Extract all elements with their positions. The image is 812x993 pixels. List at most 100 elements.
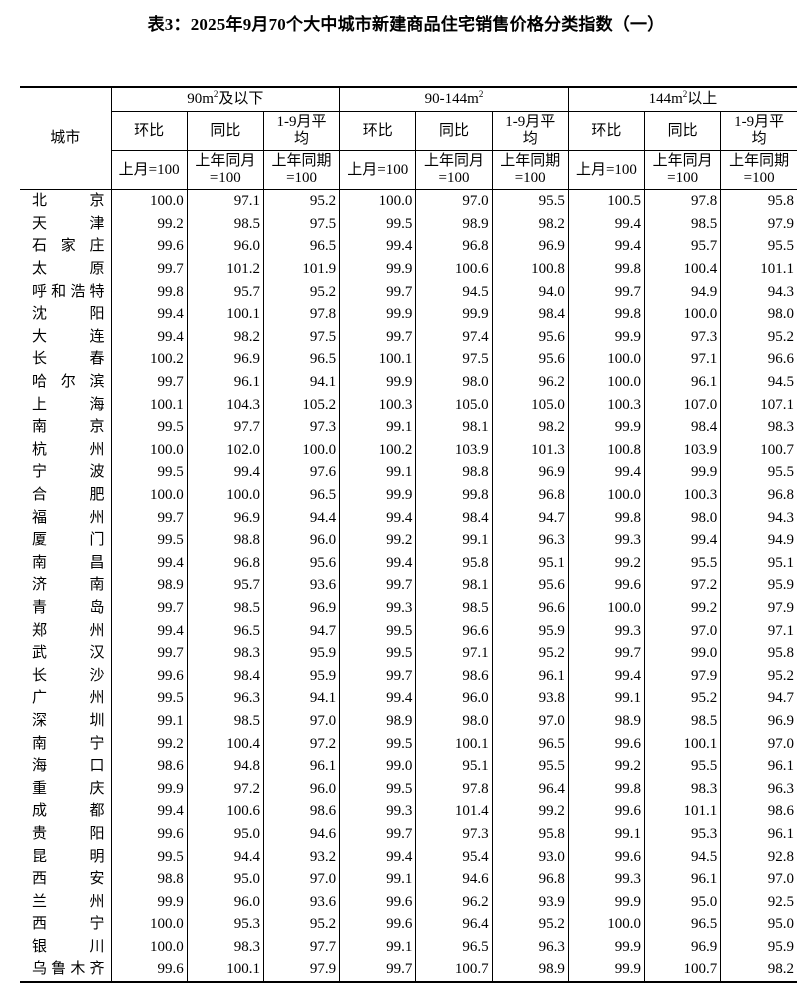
index-value: 97.0: [720, 732, 797, 755]
index-value: 96.1: [644, 867, 721, 891]
index-value: 99.4: [339, 551, 416, 575]
index-value: 98.6: [415, 664, 493, 688]
index-value: 96.8: [491, 867, 569, 891]
index-value: 97.1: [720, 619, 797, 642]
index-value: 95.1: [415, 754, 493, 778]
index-value: 96.0: [186, 890, 264, 913]
index-value: 94.4: [262, 506, 340, 529]
index-value: 99.9: [415, 302, 493, 326]
index-value: 97.2: [262, 732, 340, 755]
index-value: 99.5: [110, 415, 188, 439]
index-value: 95.7: [186, 574, 264, 597]
index-value: 99.7: [567, 280, 645, 303]
index-value: 97.0: [644, 619, 721, 642]
index-value: 100.0: [339, 189, 416, 213]
index-value: 96.2: [491, 370, 569, 394]
index-value: 99.8: [567, 506, 645, 529]
index-value: 100.6: [186, 800, 264, 823]
index-value: 99.7: [567, 641, 645, 665]
index-value: 94.7: [262, 619, 340, 642]
index-value: 107.1: [720, 393, 797, 416]
table-header: 城市 90m2及以下 90-144m2 144m2以上 环比 同比 1-9月平均 环比 同比…: [20, 86, 797, 190]
index-value: 98.3: [186, 935, 264, 959]
index-value: 99.3: [567, 867, 645, 891]
index-value: 98.5: [186, 596, 264, 620]
group-label: 144m: [648, 91, 683, 107]
header-sub-label: 同比: [644, 111, 722, 151]
index-value: 95.4: [415, 845, 493, 868]
index-value: 95.0: [186, 822, 264, 846]
index-value: 99.9: [567, 890, 645, 913]
index-value: 98.9: [415, 212, 493, 236]
index-value: 100.0: [110, 935, 188, 959]
city-name: 贵阳: [32, 825, 105, 842]
index-value: 100.0: [567, 913, 645, 936]
header-unit-label: 上年同期=100: [262, 150, 341, 190]
index-value: 99.9: [567, 325, 645, 349]
index-value: 96.1: [644, 370, 721, 394]
index-value: 95.5: [644, 754, 721, 778]
index-value: 99.7: [110, 506, 188, 529]
index-value: 99.7: [110, 370, 188, 394]
city-name: 哈尔滨: [32, 374, 105, 391]
index-value: 98.2: [186, 325, 264, 349]
index-value: 99.7: [339, 958, 416, 983]
index-value: 92.8: [720, 845, 797, 868]
index-value: 99.1: [567, 687, 645, 710]
index-value: 99.5: [339, 732, 416, 755]
table-row: 青岛 99.7 98.5 96.9 99.3 98.5 96.6 100.0 99.2 97.9: [20, 596, 797, 620]
index-value: 99.5: [339, 777, 416, 801]
index-value: 100.7: [644, 958, 721, 983]
header-unit-label: 上月=100: [111, 150, 188, 190]
index-value: 99.1: [339, 867, 416, 891]
index-value: 100.1: [644, 732, 721, 755]
index-value: 98.5: [415, 596, 493, 620]
index-value: 98.4: [415, 506, 493, 529]
table-row: 成都 99.4 100.6 98.6 99.3 101.4 99.2 99.6 101.1 98.…: [20, 800, 797, 823]
city-name: 昆明: [32, 848, 105, 865]
city-name: 济南: [32, 577, 105, 594]
index-value: 99.1: [567, 822, 645, 846]
group-superscript: 2: [478, 89, 484, 99]
index-value: 96.0: [415, 687, 493, 710]
index-value: 97.3: [262, 415, 340, 439]
index-value: 96.0: [262, 777, 340, 801]
index-value: 95.0: [186, 867, 264, 891]
index-value: 96.4: [491, 777, 569, 801]
table-title: 表3：2025年9月70个大中城市新建商品住宅销售价格分类指数（一）: [147, 15, 665, 34]
index-value: 101.4: [415, 800, 493, 823]
index-value: 99.8: [567, 777, 645, 801]
city-name: 太原: [32, 261, 105, 278]
index-value: 99.9: [339, 370, 416, 394]
index-value: 99.4: [567, 664, 645, 688]
header-sub-label: 环比: [339, 111, 417, 151]
table-row: 广州 99.5 96.3 94.1 99.4 96.0 93.8 99.1 95.2 94.7: [20, 687, 797, 710]
index-value: 97.9: [720, 212, 797, 236]
index-value: 95.6: [262, 551, 340, 575]
index-value: 100.0: [186, 483, 264, 507]
index-value: 99.7: [339, 325, 416, 349]
index-value: 97.5: [262, 212, 340, 236]
header-group-90-below: 90m2及以下: [110, 86, 341, 112]
city-name: 合肥: [32, 487, 105, 504]
index-value: 100.0: [567, 370, 645, 394]
table-row: 武汉 99.7 98.3 95.9 99.5 97.1 95.2 99.7 99.0 95.8: [20, 641, 797, 665]
table-row: 杭州 100.0 102.0 100.0 100.2 103.9 101.3 100.8 103…: [20, 438, 797, 462]
header-group-144-above: 144m2以上: [567, 86, 797, 112]
index-value: 101.9: [262, 257, 340, 281]
index-value: 94.8: [186, 754, 264, 778]
index-value: 99.5: [110, 528, 188, 552]
index-value: 99.7: [339, 574, 416, 597]
index-value: 99.7: [110, 257, 188, 281]
index-value: 99.5: [110, 687, 188, 710]
index-value: 99.2: [339, 528, 416, 552]
table-row: 天津 99.2 98.5 97.5 99.5 98.9 98.2 99.4 98.5 97.9: [20, 212, 797, 236]
index-value: 98.5: [186, 709, 264, 733]
index-value: 98.3: [644, 777, 721, 801]
index-value: 95.0: [644, 890, 721, 913]
index-value: 99.3: [339, 596, 416, 620]
index-value: 99.6: [567, 574, 645, 597]
table-row: 南京 99.5 97.7 97.3 99.1 98.1 98.2 99.9 98.4 98.3: [20, 415, 797, 439]
index-value: 104.3: [186, 393, 264, 416]
index-value: 96.6: [491, 596, 569, 620]
